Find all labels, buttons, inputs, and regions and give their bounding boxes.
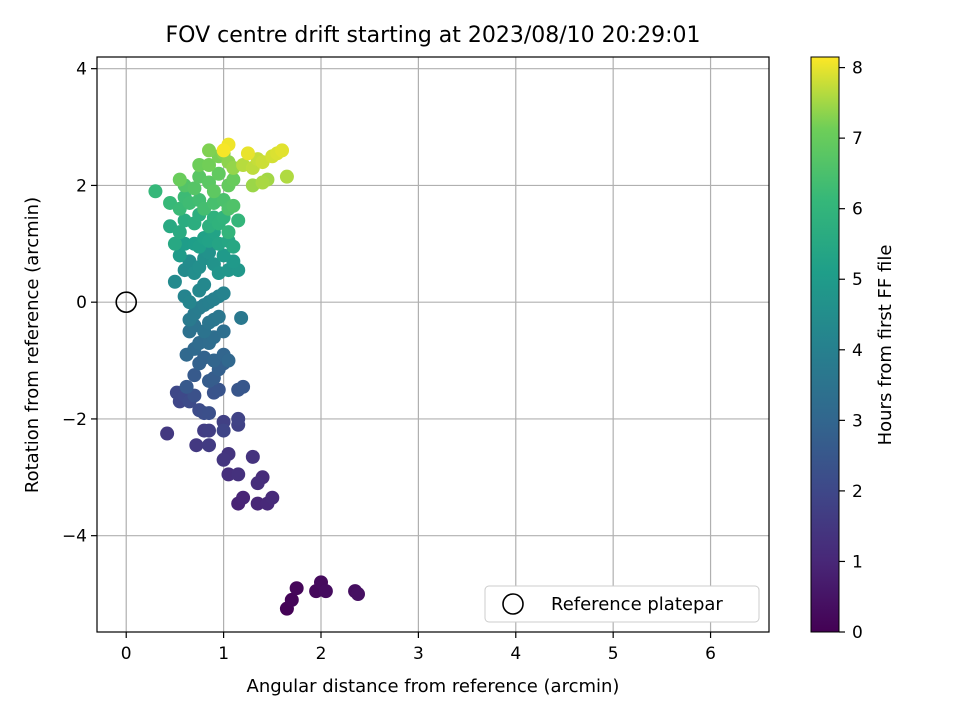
colorbar-tick-label: 6: [852, 200, 863, 220]
data-point: [172, 248, 187, 263]
data-point: [284, 592, 299, 607]
data-point: [221, 225, 236, 240]
data-point: [197, 277, 212, 292]
data-point: [172, 172, 187, 187]
colorbar-tick-label: 2: [852, 482, 863, 502]
data-point: [187, 368, 202, 383]
x-tick-label: 0: [121, 644, 132, 664]
y-tick-label: −2: [62, 410, 87, 430]
y-tick-label: 4: [76, 60, 87, 80]
data-point: [182, 295, 197, 310]
y-tick-label: −4: [62, 527, 87, 547]
data-point: [211, 309, 226, 324]
data-point: [231, 213, 246, 228]
data-point: [160, 426, 175, 441]
plot-frame: [96, 56, 770, 633]
colorbar-tick-label: 3: [852, 411, 863, 431]
y-tick-label: 0: [76, 293, 87, 313]
data-point: [202, 143, 216, 158]
x-tick-label: 2: [316, 644, 327, 664]
y-axis-ticks: −4 −2 0 2 4: [62, 60, 97, 547]
data-point: [167, 274, 182, 289]
data-point: [216, 423, 231, 438]
data-point: [250, 496, 265, 511]
x-tick-label: 3: [413, 644, 424, 664]
y-axis-label: Rotation from reference (arcmin): [22, 197, 43, 493]
data-point: [255, 175, 270, 190]
data-point: [206, 184, 221, 199]
reference-marker: [115, 291, 138, 313]
data-point: [234, 310, 249, 325]
x-tick-label: 6: [705, 644, 716, 664]
data-point: [179, 379, 194, 394]
x-tick-label: 1: [218, 644, 229, 664]
colorbar-tick-label: 8: [852, 59, 863, 79]
data-point: [211, 166, 226, 181]
data-point: [187, 181, 202, 196]
data-point: [231, 467, 246, 482]
chart-title: FOV centre drift starting at 2023/08/10 …: [166, 23, 701, 48]
colorbar-tick-label: 0: [852, 623, 863, 643]
data-point: [167, 236, 182, 251]
data-point: [216, 286, 231, 301]
data-point: [202, 438, 216, 453]
data-point: [221, 467, 236, 482]
colorbar-ticks: 0 1 2 3 4 5 6 7 8: [839, 59, 863, 643]
colorbar: [810, 56, 840, 633]
x-tick-label: 4: [510, 644, 521, 664]
data-point: [202, 157, 216, 172]
data-point: [211, 382, 226, 397]
data-point: [279, 169, 294, 184]
data-point: [216, 143, 231, 158]
x-tick-label: 5: [608, 644, 619, 664]
data-point: [148, 184, 163, 199]
data-point: [202, 406, 216, 421]
data-point: [226, 239, 241, 254]
data-point: [177, 236, 192, 251]
data-point: [189, 438, 204, 453]
data-point: [192, 157, 207, 172]
data-point: [265, 490, 280, 505]
legend: Reference platepar: [484, 585, 760, 623]
data-point: [245, 449, 260, 464]
data-point: [216, 452, 231, 467]
data-point: [226, 198, 241, 213]
data-point: [236, 379, 251, 394]
y-tick-label: 2: [76, 176, 87, 196]
data-point: [318, 584, 333, 599]
data-point: [221, 353, 236, 368]
data-point: [226, 172, 241, 187]
legend-label: Reference platepar: [551, 594, 723, 615]
data-point: [236, 490, 251, 505]
legend-reference-icon: [502, 593, 524, 615]
data-point: [250, 476, 265, 491]
data-point: [351, 587, 366, 602]
colorbar-tick-label: 7: [852, 129, 863, 149]
data-point: [202, 423, 216, 438]
data-point: [216, 324, 231, 339]
x-axis-label: Angular distance from reference (arcmin): [247, 676, 620, 697]
colorbar-label: Hours from first FF file: [875, 245, 896, 446]
data-point: [289, 581, 304, 596]
data-point: [240, 146, 255, 161]
data-points: [148, 137, 366, 616]
colorbar-tick-label: 1: [852, 552, 863, 572]
legend-box: [484, 585, 760, 623]
data-point: [231, 411, 246, 426]
colorbar-tick-label: 5: [852, 270, 863, 290]
colorbar-tick-label: 4: [852, 341, 863, 361]
x-axis-ticks: 0 1 2 3 4 5 6: [121, 632, 716, 664]
data-point: [192, 336, 207, 351]
data-point: [216, 248, 231, 263]
data-point: [275, 143, 290, 158]
data-point: [172, 225, 187, 240]
